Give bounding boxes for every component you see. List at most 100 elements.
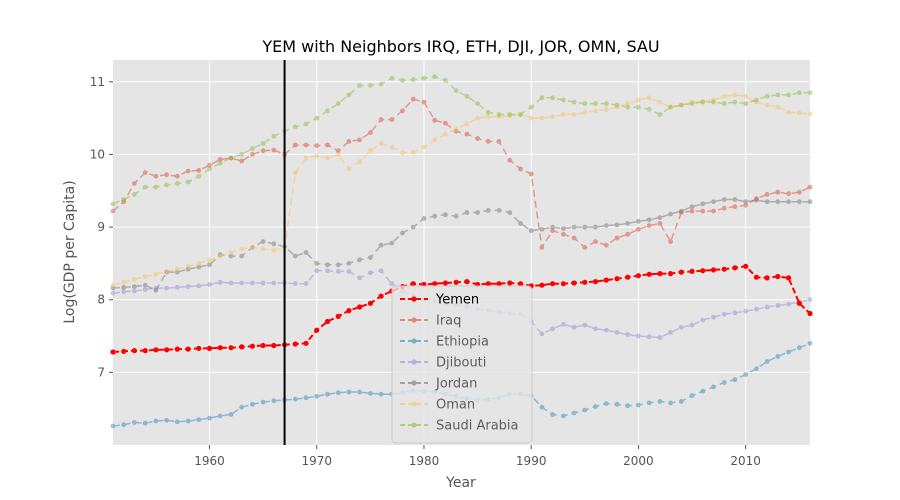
data-point-jordan — [357, 257, 362, 263]
data-point-yemen — [142, 348, 148, 354]
data-point-saudi-arabia — [378, 81, 384, 87]
data-point-ethiopia — [807, 340, 813, 346]
data-point-yemen — [582, 279, 588, 285]
data-point-yemen — [668, 271, 674, 277]
data-point-saudi-arabia — [271, 133, 277, 139]
data-point-saudi-arabia — [164, 182, 170, 188]
data-point-yemen — [550, 281, 556, 287]
data-point-djibouti — [668, 330, 673, 335]
data-point-saudi-arabia — [453, 88, 459, 93]
data-point-jordan — [153, 287, 159, 293]
data-point-jordan — [368, 255, 373, 260]
data-point-ethiopia — [668, 400, 673, 406]
data-point-saudi-arabia — [207, 166, 212, 172]
data-point-iraq — [475, 136, 480, 141]
data-point-yemen — [432, 281, 438, 287]
data-point-ethiopia — [132, 420, 137, 425]
data-point-djibouti — [228, 280, 234, 286]
data-point-ethiopia — [689, 393, 695, 398]
data-point-iraq — [250, 152, 255, 157]
data-point-yemen — [485, 281, 491, 287]
data-point-jordan — [539, 226, 545, 232]
data-point-jordan — [807, 199, 813, 205]
data-point-yemen — [807, 310, 813, 317]
data-point-saudi-arabia — [346, 92, 352, 98]
data-point-oman — [453, 126, 459, 132]
data-point-djibouti — [593, 326, 598, 332]
data-point-saudi-arabia — [110, 201, 116, 207]
data-point-saudi-arabia — [325, 108, 330, 114]
data-point-oman — [292, 170, 298, 176]
data-point-oman — [743, 93, 749, 99]
data-point-oman — [132, 277, 137, 282]
data-point-djibouti — [292, 281, 298, 287]
legend-label: Jordan — [435, 377, 477, 392]
data-point-yemen — [453, 279, 459, 285]
data-point-ethiopia — [571, 410, 577, 416]
data-point-yemen — [217, 345, 223, 351]
data-point-iraq — [389, 117, 395, 122]
data-point-yemen — [335, 313, 341, 319]
data-point-iraq — [732, 204, 738, 210]
data-point-iraq — [292, 142, 298, 148]
data-point-iraq — [207, 162, 212, 168]
data-point-djibouti — [174, 285, 180, 290]
data-point-djibouti — [389, 281, 395, 287]
data-point-jordan — [786, 199, 791, 205]
data-point-yemen — [646, 271, 652, 277]
data-point-jordan — [475, 210, 480, 215]
axis-ticks: 1960 1970 1980 1990 2000 2010 7 8 9 10 11 — [90, 75, 761, 468]
data-point-saudi-arabia — [250, 146, 255, 152]
data-point-jordan — [775, 199, 781, 205]
data-point-djibouti — [603, 327, 609, 333]
data-point-iraq — [464, 131, 470, 137]
data-point-saudi-arabia — [174, 181, 180, 186]
data-point-jordan — [550, 224, 555, 230]
data-point-jordan — [292, 253, 298, 259]
data-point-iraq — [689, 208, 695, 214]
data-point-jordan — [721, 197, 727, 202]
data-point-saudi-arabia — [357, 83, 362, 88]
data-point-ethiopia — [142, 420, 148, 426]
data-point-oman — [646, 95, 652, 101]
data-point-yemen — [174, 346, 180, 352]
data-point-oman — [325, 155, 330, 161]
data-point-djibouti — [689, 322, 695, 328]
data-point-jordan — [796, 199, 802, 205]
data-point-oman — [464, 121, 470, 127]
data-point-ethiopia — [657, 399, 663, 404]
legend-label: Oman — [436, 398, 475, 413]
data-point-djibouti — [539, 331, 545, 337]
data-point-yemen — [657, 271, 663, 277]
data-point-oman — [378, 141, 384, 146]
data-point-iraq — [432, 117, 438, 123]
data-point-iraq — [443, 120, 448, 126]
data-point-iraq — [668, 239, 673, 245]
data-point-djibouti — [325, 268, 330, 274]
data-point-oman — [528, 115, 534, 121]
data-point-djibouti — [678, 324, 684, 330]
data-point-iraq — [378, 117, 384, 122]
data-point-iraq — [550, 228, 555, 234]
data-point-yemen — [378, 293, 384, 299]
data-point-saudi-arabia — [732, 99, 738, 105]
legend: Yemen Iraq Ethiopia Djibouti Jordan Oman Saudi… — [391, 285, 533, 444]
data-point-iraq — [346, 139, 352, 144]
data-point-saudi-arabia — [807, 90, 813, 96]
data-point-saudi-arabia — [142, 184, 148, 190]
data-point-ethiopia — [239, 404, 245, 410]
data-point-djibouti — [754, 306, 759, 312]
data-point-saudi-arabia — [464, 93, 470, 99]
data-point-yemen — [732, 265, 738, 271]
data-point-oman — [410, 149, 416, 155]
data-point-iraq — [496, 139, 502, 144]
data-point-ethiopia — [335, 390, 341, 396]
data-point-yemen — [239, 344, 245, 350]
data-point-djibouti — [196, 283, 202, 289]
data-point-oman — [764, 102, 770, 108]
y-tick-label: 7 — [97, 365, 105, 379]
data-point-djibouti — [807, 297, 813, 303]
data-point-saudi-arabia — [475, 101, 480, 106]
data-point-jordan — [518, 221, 523, 226]
